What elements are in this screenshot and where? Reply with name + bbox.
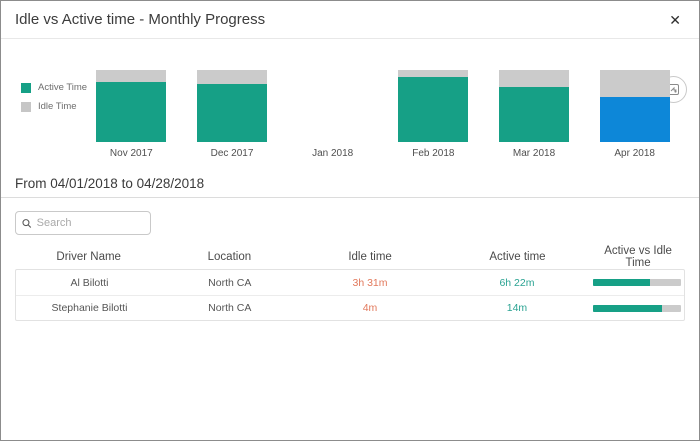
column-header: Active time [489,251,546,263]
month-label: Apr 2018 [614,148,655,159]
table-row[interactable]: Stephanie Bilotti North CA 4m 14m [16,295,684,320]
table-header-row: Driver Name Location Idle time Active time A… [15,245,685,269]
idle-time-segment [197,70,267,85]
chart-legend: Active Time Idle Time [21,82,87,120]
active-vs-idle-cell [590,304,684,312]
legend-item-idle-time[interactable]: Idle Time [21,101,87,112]
active-fill [593,279,650,286]
search-input[interactable] [36,217,144,229]
search-icon [22,218,32,228]
column-header: Idle time [348,251,392,263]
search-box [15,211,151,235]
legend-label: Active Time [38,82,88,93]
chart-month-slot: Apr 2018 [584,70,685,162]
active-time-cell: 6h 22m [499,276,535,289]
dialog-body: Active Time Idle Time Nov 2017 Dec 2017 Ja… [1,70,699,321]
table-body: Al Bilotti North CA 3h 31m 6h 22m Stephanie … [15,269,685,321]
driver-name-cell: Al Bilotti [70,276,109,289]
idle-time-segment [599,70,670,98]
active-vs-idle-bar [593,279,682,286]
column-header: Active vs Idle Time [604,245,672,269]
dialog-title: Idle vs Active time - Monthly Progress [15,11,266,28]
table-row[interactable]: Al Bilotti North CA 3h 31m 6h 22m [16,270,684,295]
active-time-segment [599,97,670,142]
section-divider [1,197,699,198]
date-range-heading: From 04/01/2018 to 04/28/2018 [15,176,205,191]
active-time-segment [197,84,267,142]
driver-name-cell: Stephanie Bilotti [51,302,128,314]
stacked-bar[interactable] [96,70,167,142]
stacked-bar [298,70,368,142]
active-time-segment [398,77,469,142]
month-label: Nov 2017 [109,148,153,159]
location-cell: North CA [208,302,252,314]
chart-month-slot: Feb 2018 [383,70,484,162]
location-cell: North CA [208,276,252,289]
chart-month-slot: Nov 2017 [81,70,182,162]
active-fill [593,304,662,312]
month-label: Mar 2018 [512,148,556,159]
month-label: Jan 2018 [312,148,354,159]
chart-month-slot: Mar 2018 [484,70,585,162]
idle-time-cell: 4m [362,302,378,314]
legend-label: Idle Time [38,101,77,112]
stacked-bar[interactable] [599,70,670,142]
dialog-header: Idle vs Active time - Monthly Progress ✕ [1,1,699,39]
active-vs-idle-cell [590,279,684,286]
active-time-segment [96,81,167,142]
column-header: Location [207,251,252,263]
idle-time-swatch [21,101,31,112]
chart-bars-area: Nov 2017 Dec 2017 Jan 2018 Feb 2018 Mar 2018… [81,70,685,162]
close-icon[interactable]: ✕ [669,11,681,28]
month-label: Feb 2018 [412,148,455,159]
active-vs-idle-bar [593,304,682,312]
idle-time-segment [398,70,469,78]
idle-time-segment [96,70,167,82]
active-time-swatch [21,82,31,93]
monthly-progress-chart: Active Time Idle Time Nov 2017 Dec 2017 Ja… [1,70,699,162]
idle-time-cell: 3h 31m [352,276,388,289]
legend-item-active-time[interactable]: Active Time [21,82,87,93]
chart-month-slot: Jan 2018 [282,70,383,162]
chart-month-slot: Dec 2017 [182,70,283,162]
stacked-bar[interactable] [197,70,267,142]
drivers-table: Driver Name Location Idle time Active time A… [15,245,685,321]
active-time-segment [499,87,570,142]
column-header: Driver Name [56,251,121,263]
stacked-bar[interactable] [398,70,469,142]
month-label: Dec 2017 [210,148,254,159]
active-time-cell: 14m [506,302,528,314]
idle-time-segment [499,70,570,88]
stacked-bar[interactable] [499,70,570,142]
